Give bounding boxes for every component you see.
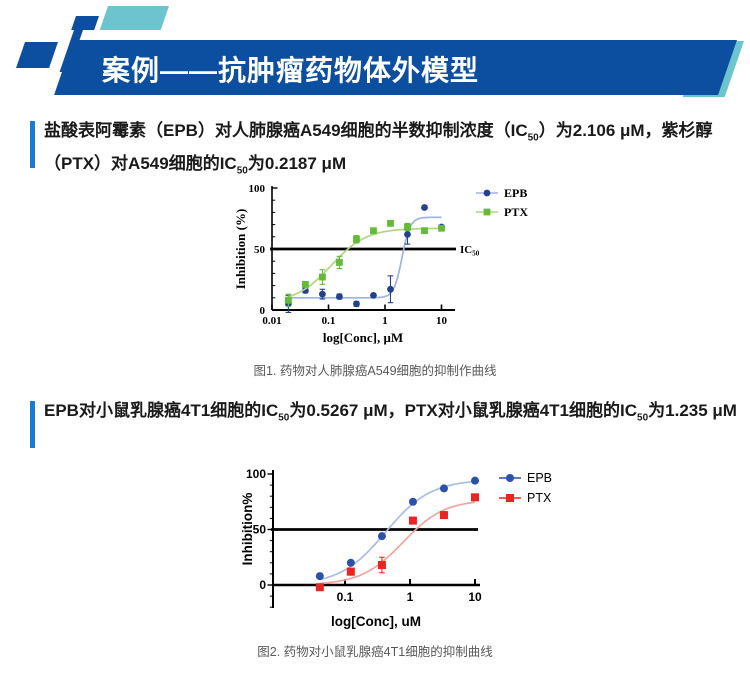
svg-text:log[Conc], uM: log[Conc], uM	[331, 614, 421, 629]
svg-text:1: 1	[382, 315, 388, 327]
svg-text:IC50: IC50	[460, 244, 480, 258]
page-title: 案例——抗肿瘤药物体外模型	[102, 55, 480, 86]
subscript-text: 50	[637, 412, 649, 424]
svg-text:0: 0	[259, 578, 266, 592]
paragraph2-accent-bar	[30, 401, 35, 448]
svg-text:Inhibition (%): Inhibition (%)	[233, 209, 248, 290]
svg-text:Inhibition%: Inhibition%	[240, 493, 255, 566]
svg-text:EPB: EPB	[504, 186, 527, 200]
svg-text:10: 10	[468, 590, 482, 604]
svg-text:100: 100	[249, 183, 266, 195]
svg-text:1: 1	[407, 590, 414, 604]
svg-text:0.01: 0.01	[262, 315, 281, 327]
text-segment: ）为2.106 μM，紫杉醇（PTX）对A549细胞的IC	[44, 121, 713, 174]
svg-text:0.1: 0.1	[322, 315, 336, 327]
paragraph1-accent-bar	[30, 121, 35, 168]
paragraph-epb-4t1: EPB对小鼠乳腺癌4T1细胞的IC50为0.5267 μM，PTX对小鼠乳腺癌4…	[44, 398, 738, 431]
svg-text:EPB: EPB	[527, 471, 552, 485]
text-segment: 为0.5267 μM，PTX对小鼠乳腺癌4T1细胞的IC	[289, 401, 638, 420]
figure2-dose-response-chart: 0 50 100 0.1 1 10 log[Conc], uM Inhibition% EPB P…	[240, 467, 552, 629]
svg-text:100: 100	[246, 467, 266, 481]
subscript-text: 50	[527, 132, 539, 144]
svg-text:log[Conc], μM: log[Conc], μM	[323, 330, 403, 345]
svg-text:0.1: 0.1	[337, 590, 354, 604]
paragraph-epb-a549: 盐酸表阿霉素（EPB）对人肺腺癌A549细胞的半数抑制浓度（IC50）为2.10…	[44, 118, 738, 185]
series-EPB	[284, 204, 445, 313]
subscript-text: 50	[236, 165, 248, 177]
text-segment: 盐酸表阿霉素（EPB）对人肺腺癌A549细胞的半数抑制浓度（IC	[44, 121, 528, 140]
series-PTX	[284, 219, 445, 307]
text-segment: EPB对小鼠乳腺癌4T1细胞的IC	[44, 401, 279, 420]
svg-text:PTX: PTX	[504, 205, 528, 219]
series-EPB	[315, 476, 479, 581]
svg-text:50: 50	[254, 244, 266, 256]
svg-text:50: 50	[253, 523, 267, 537]
deco-parallelogram-dark-left	[16, 42, 58, 68]
series-PTX	[315, 493, 479, 592]
svg-text:0: 0	[260, 305, 266, 317]
svg-text:PTX: PTX	[527, 491, 552, 505]
subscript-text: 50	[278, 412, 290, 424]
svg-text:10: 10	[436, 315, 448, 327]
text-segment: 为0.2187 μM	[247, 154, 347, 174]
figure2-caption: 图2. 药物对小鼠乳腺癌4T1细胞的抑制曲线	[257, 645, 493, 659]
deco-parallelogram-teal	[99, 6, 169, 30]
figure1-dose-response-chart: 0 50 100 0.01 0.1 1 10 IC50 log[Conc], μM Inhibit…	[233, 183, 528, 345]
text-segment: 为1.235 μM	[648, 401, 737, 420]
deco-parallelogram-dark-small	[71, 16, 99, 30]
figure1-caption: 图1. 药物对人肺腺癌A549细胞的抑制作曲线	[253, 364, 497, 378]
